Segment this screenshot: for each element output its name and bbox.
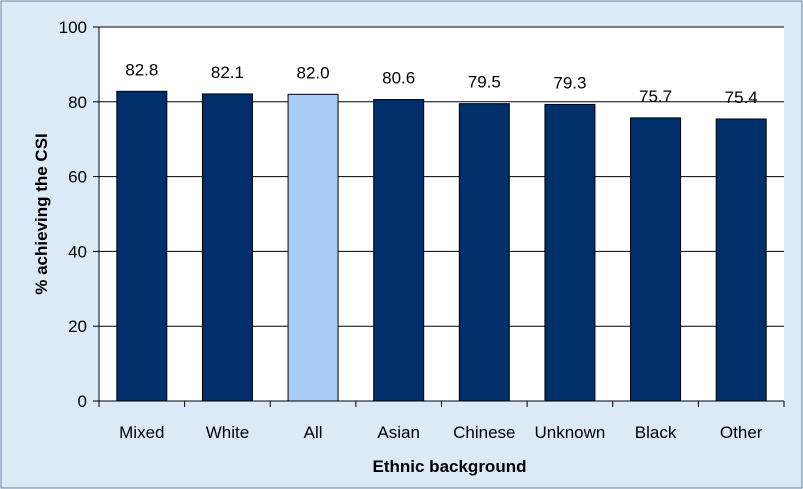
data-label-unknown: 79.3 xyxy=(553,73,586,92)
x-axis-title: Ethnic background xyxy=(373,457,527,476)
bar-other xyxy=(715,118,767,402)
y-tick-label: 80 xyxy=(68,93,87,112)
data-label-mixed: 82.8 xyxy=(125,60,158,79)
data-label-other: 75.4 xyxy=(725,88,758,107)
bar-chinese xyxy=(458,103,510,402)
x-tick-label-white: White xyxy=(206,423,249,442)
axes: 0 20 40 60 80 100 Mixed White All Asian Chinese Unk… xyxy=(59,18,785,442)
y-tick-label: 0 xyxy=(78,392,87,411)
bar-asian xyxy=(373,99,425,402)
bar-unknown xyxy=(544,103,596,402)
data-label-all: 82.0 xyxy=(297,63,330,82)
y-axis-title: % achieving the CSI xyxy=(32,133,51,295)
data-label-white: 82.1 xyxy=(211,63,244,82)
y-tick-label: 60 xyxy=(68,168,87,187)
data-label-asian: 80.6 xyxy=(382,69,415,88)
plot-area-background xyxy=(99,27,784,401)
bar-all xyxy=(287,93,339,402)
data-label-chinese: 79.5 xyxy=(468,73,501,92)
data-labels: 82.8 82.1 82.0 80.6 79.5 79.3 75.7 75.4 xyxy=(125,60,757,107)
y-tick-label: 100 xyxy=(59,18,87,37)
data-label-black: 75.7 xyxy=(639,87,672,106)
x-tick-label-other: Other xyxy=(720,423,763,442)
x-tick-label-mixed: Mixed xyxy=(119,423,164,442)
x-tick-label-black: Black xyxy=(635,423,677,442)
x-tick-label-all: All xyxy=(304,423,323,442)
x-tick-label-chinese: Chinese xyxy=(453,423,515,442)
y-tick-label: 40 xyxy=(68,242,87,261)
bar-white xyxy=(201,93,253,402)
y-tick-label: 20 xyxy=(68,317,87,336)
bar-mixed xyxy=(116,90,168,402)
bars xyxy=(116,90,767,402)
x-tick-label-unknown: Unknown xyxy=(535,423,606,442)
bar-black xyxy=(630,117,682,402)
x-tick-label-asian: Asian xyxy=(377,423,420,442)
